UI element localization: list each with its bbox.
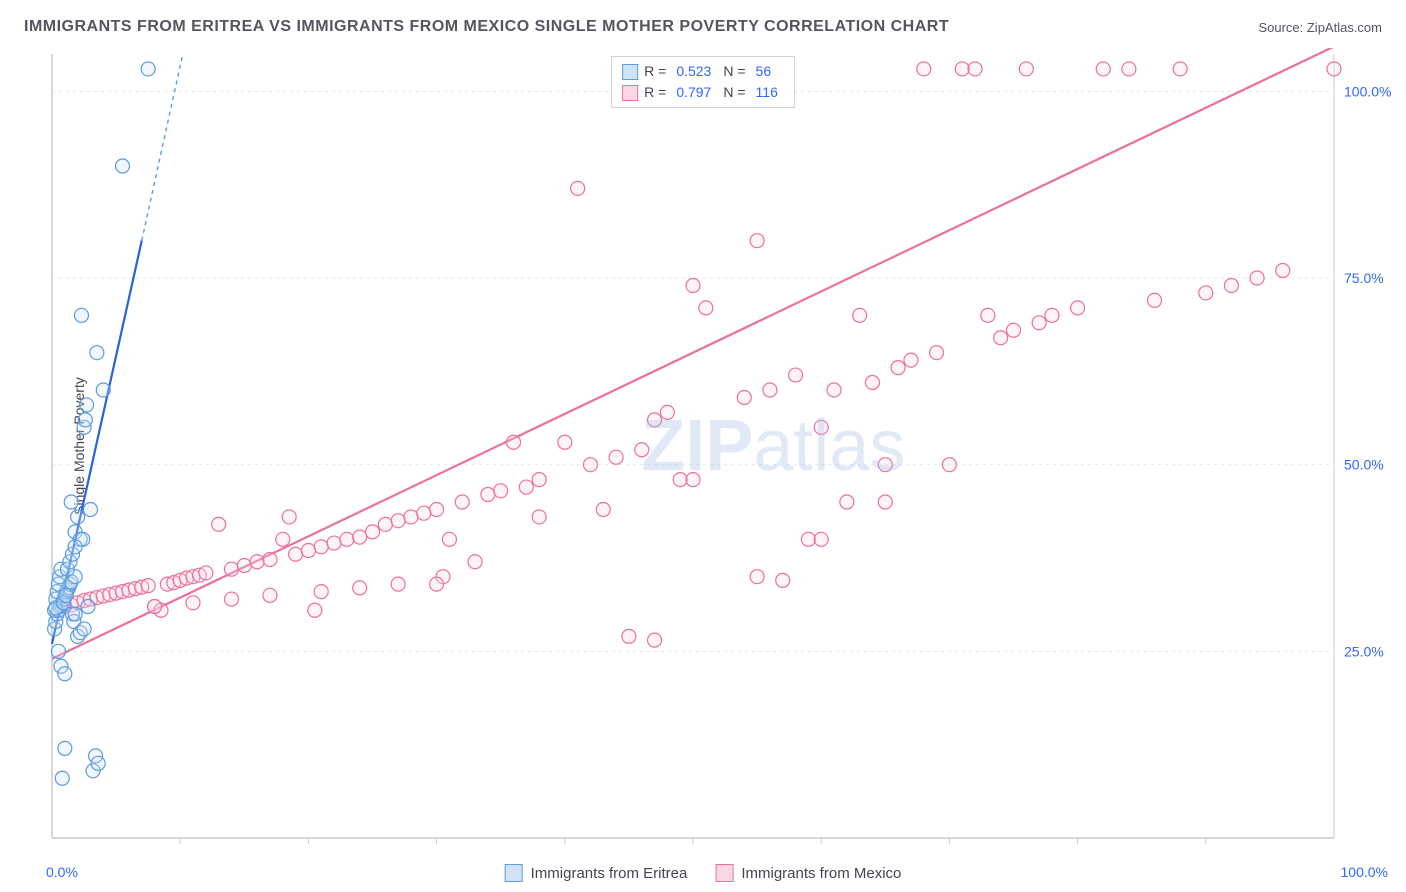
- legend-item-mexico: Immigrants from Mexico: [715, 864, 901, 882]
- legend-swatch-eritrea: [505, 864, 523, 882]
- n-label: N =: [723, 82, 745, 103]
- r-value-eritrea: 0.523: [672, 61, 717, 82]
- legend-item-eritrea: Immigrants from Eritrea: [505, 864, 688, 882]
- chart-area: 25.0% 50.0% 75.0% 100.0%: [46, 48, 1396, 844]
- stats-legend: R = 0.523 N = 56 R = 0.797 N = 116: [611, 56, 795, 108]
- legend-swatch-mexico: [622, 85, 638, 101]
- x-tick-0: 0.0%: [46, 864, 78, 880]
- source-label: Source: ZipAtlas.com: [1258, 20, 1382, 35]
- legend-label-eritrea: Immigrants from Eritrea: [531, 865, 688, 882]
- series-legend: Immigrants from Eritrea Immigrants from …: [505, 864, 902, 882]
- r-label: R =: [644, 82, 666, 103]
- n-label: N =: [723, 61, 745, 82]
- scatter-chart: 25.0% 50.0% 75.0% 100.0%: [46, 48, 1396, 844]
- legend-label-mexico: Immigrants from Mexico: [741, 865, 901, 882]
- r-label: R =: [644, 61, 666, 82]
- r-value-mexico: 0.797: [672, 82, 717, 103]
- n-value-eritrea: 56: [752, 61, 778, 82]
- legend-swatch-mexico: [715, 864, 733, 882]
- svg-text:100.0%: 100.0%: [1344, 83, 1391, 99]
- n-value-mexico: 116: [752, 82, 784, 103]
- svg-text:50.0%: 50.0%: [1344, 457, 1384, 473]
- chart-title: IMMIGRANTS FROM ERITREA VS IMMIGRANTS FR…: [24, 18, 949, 36]
- x-tick-100: 100.0%: [1341, 864, 1388, 880]
- svg-text:25.0%: 25.0%: [1344, 643, 1384, 659]
- stats-row-mexico: R = 0.797 N = 116: [622, 82, 784, 103]
- source-name: ZipAtlas.com: [1307, 20, 1382, 35]
- source-prefix: Source:: [1258, 20, 1306, 35]
- legend-swatch-eritrea: [622, 64, 638, 80]
- stats-row-eritrea: R = 0.523 N = 56: [622, 61, 784, 82]
- svg-text:75.0%: 75.0%: [1344, 270, 1384, 286]
